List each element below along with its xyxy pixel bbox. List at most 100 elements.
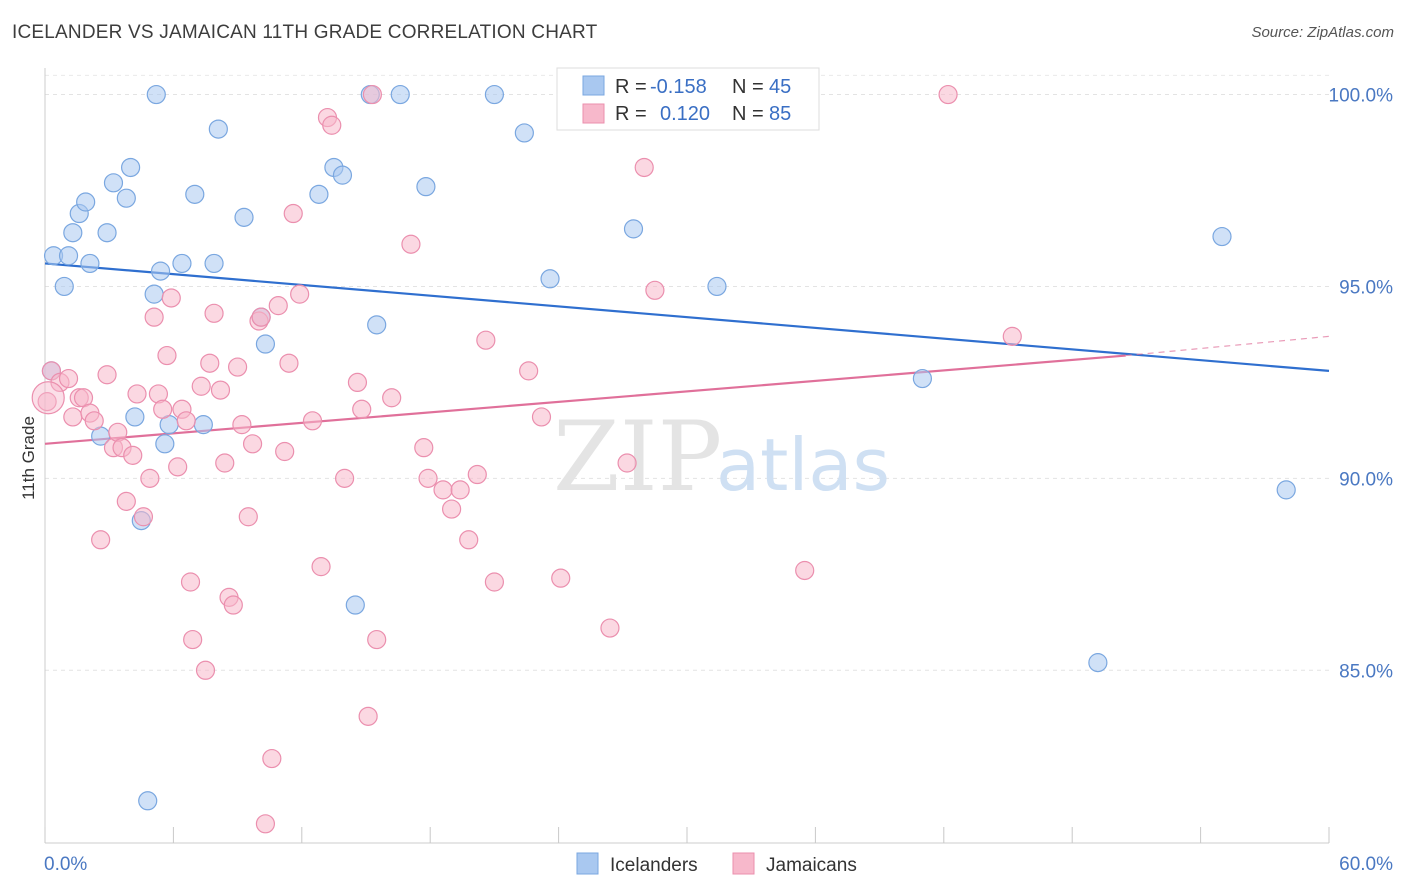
tick-labels: 85.0% 90.0% 95.0% 100.0% 0.0% 60.0% [44,86,1393,875]
trend-line-icelanders [44,262,1330,372]
point-jamaicans-24 [168,457,188,477]
point-jamaicans-33 [210,380,231,400]
point-jamaicans-78 [795,560,815,581]
point-jamaicans-14 [116,491,136,511]
point-jamaicans-69 [476,330,496,350]
point-icelanders-24 [204,253,224,274]
point-jamaicans-57 [358,706,378,726]
point-jamaicans-74 [600,618,620,638]
point-jamaicans-46 [275,441,295,462]
point-jamaicans-58 [362,84,383,105]
trend-lines [44,262,1330,445]
point-jamaicans-70 [484,572,504,592]
point-jamaicans-56 [352,399,372,419]
series-legend: Icelanders Jamaicans [576,852,857,876]
point-icelanders-45 [1276,480,1296,500]
point-jamaicans-73 [551,568,571,588]
point-jamaicans-3 [58,368,79,389]
point-icelanders-41 [707,276,727,297]
y-axis-label: 11th Grade [19,416,38,500]
legend-swatch-jamaicans [582,103,605,124]
point-jamaicans-38 [232,415,252,435]
point-jamaicans-30 [195,660,216,680]
legend-n-label-jamaicans: N = [732,103,764,125]
point-icelanders-32 [345,595,365,615]
trend-line-ext-jamaicans [1125,335,1330,357]
point-icelanders-37 [484,84,504,105]
point-jamaicans-19 [144,307,164,327]
point-icelanders-13 [125,407,145,427]
chart-title: ICELANDER VS JAMAICAN 11TH GRADE CORRELA… [12,22,598,43]
point-jamaicans-22 [157,345,177,366]
point-jamaicans-37 [228,357,248,377]
point-icelanders-18 [150,261,171,281]
point-icelanders-40 [623,219,644,239]
point-jamaicans-10 [97,365,117,385]
legend-n-value-jamaicans: 85 [769,103,791,125]
point-jamaicans-75 [617,453,637,473]
point-icelanders-22 [185,184,205,204]
point-icelanders-17 [146,84,166,105]
point-icelanders-19 [155,434,175,454]
legend-n-label-icelanders: N = [732,76,764,98]
point-jamaicans-36 [223,595,243,615]
point-jamaicans-34 [215,453,235,473]
legend-r-label-jamaicans: R = [615,103,647,125]
point-jamaicans-45 [268,296,288,316]
point-icelanders-9 [97,223,117,243]
point-jamaicans-71 [519,361,539,381]
point-icelanders-7 [80,253,100,274]
point-jamaicans-4 [63,407,83,427]
point-jamaicans-51 [311,557,331,577]
point-icelanders-2 [54,276,74,297]
point-jamaicans-61 [401,234,421,254]
y-tick-label-90: 90.0% [1339,469,1393,490]
point-jamaicans-28 [183,629,203,650]
point-icelanders-15 [138,791,158,811]
point-jamaicans-64 [433,480,453,500]
y-tick-label-85: 85.0% [1339,661,1393,682]
point-icelanders-6 [76,192,96,212]
point-jamaicans-66 [450,480,470,500]
legend-r-value-icelanders: -0.158 [650,76,707,98]
point-icelanders-4 [63,223,83,243]
point-jamaicans-60 [382,388,402,408]
point-icelanders-36 [416,177,436,197]
point-jamaicans-65 [442,499,462,519]
point-jamaicans-53 [322,115,342,135]
axes [44,68,1330,844]
point-icelanders-25 [208,119,228,139]
point-jamaicans-54 [335,468,355,488]
point-icelanders-43 [1088,653,1108,673]
point-icelanders-23 [193,415,213,435]
point-jamaicans-79 [938,84,958,105]
y-tick-label-100: 100.0% [1329,86,1394,107]
point-jamaicans-32 [204,303,224,323]
stats-legend: R = -0.158 N = 45 R = 0.120 N = 85 [556,67,820,131]
point-jamaicans-62 [414,438,434,458]
point-icelanders-42 [912,368,933,389]
legend-n-value-icelanders: 45 [769,76,791,98]
point-jamaicans-8 [84,411,104,431]
point-jamaicans-67 [459,530,479,550]
point-jamaicans-77 [645,280,665,300]
watermark: ZIP atlas [553,401,890,513]
point-jamaicans-42 [251,307,271,327]
point-jamaicans-26 [176,411,196,431]
point-jamaicans-80 [1002,326,1022,346]
point-jamaicans-cluster [31,381,65,415]
legend-r-value-jamaicans: 0.120 [660,103,710,125]
point-jamaicans-9 [91,530,111,550]
watermark-atlas: atlas [716,423,890,507]
point-jamaicans-49 [290,284,310,304]
point-icelanders-35 [390,84,410,105]
point-icelanders-12 [121,157,141,178]
point-jamaicans-29 [191,376,211,396]
point-icelanders-29 [309,184,329,204]
point-icelanders-39 [540,269,560,289]
legend-swatch-icelanders [582,75,605,96]
point-jamaicans-0 [37,392,57,412]
point-jamaicans-63 [418,468,438,488]
point-icelanders-16 [144,284,164,304]
point-jamaicans-47 [279,353,299,373]
